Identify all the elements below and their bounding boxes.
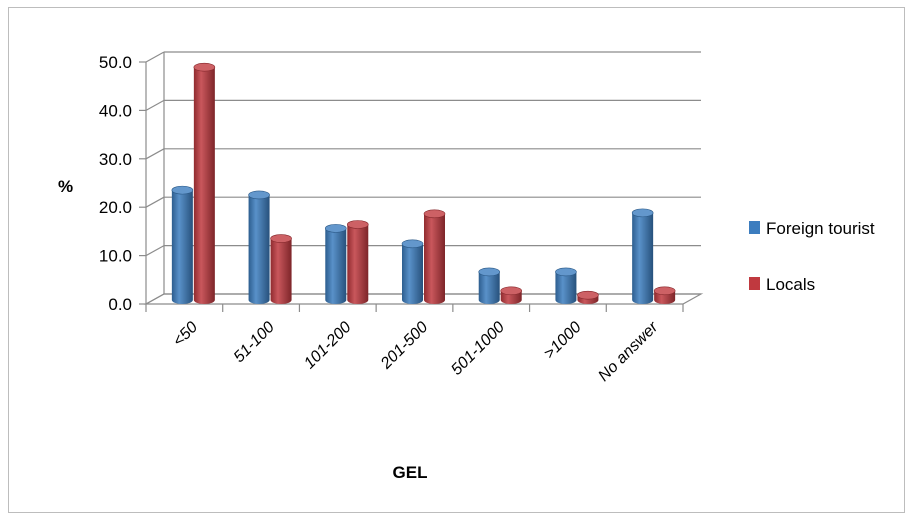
chart-frame: [8, 7, 905, 513]
y-tick-label: 0.0: [108, 295, 132, 314]
bar-body: [347, 224, 369, 304]
bar-top: [270, 234, 292, 243]
bar-body: [325, 228, 347, 304]
bar-top: [171, 185, 194, 195]
bar: [248, 190, 270, 304]
bar-body: [171, 190, 193, 304]
bar: [653, 286, 676, 304]
bar-top: [193, 62, 216, 72]
bar-top: [500, 286, 523, 296]
bar-body: [248, 194, 270, 304]
y-tick-label: 50.0: [99, 53, 132, 72]
x-axis-title: GEL: [393, 463, 428, 482]
bar-top: [478, 267, 501, 277]
y-axis-title: %: [58, 177, 73, 196]
bar-top: [555, 267, 577, 277]
bar-top: [324, 224, 347, 233]
bar-top: [423, 209, 446, 219]
bar: [324, 224, 347, 304]
bar: [500, 286, 523, 304]
bar: [401, 239, 424, 304]
bar: [631, 208, 654, 304]
bar-body: [193, 67, 215, 304]
bar: [171, 185, 194, 304]
legend-label: Foreign tourist: [766, 219, 875, 238]
bar: [555, 267, 577, 304]
side-gridline: [145, 245, 165, 257]
x-tick-label: >1000: [541, 319, 585, 363]
legend: Foreign tourist Locals: [749, 219, 875, 294]
bar-body: [424, 213, 445, 304]
chart-walls: [139, 52, 704, 312]
legend-label: Locals: [766, 275, 815, 294]
chart-floor: [143, 293, 704, 305]
bar-top: [401, 239, 424, 249]
gridlines: [145, 51, 701, 305]
bars: [171, 62, 676, 304]
legend-swatch: [749, 221, 760, 234]
y-tick-label: 30.0: [99, 150, 132, 169]
bar-top: [631, 208, 654, 218]
y-tick-label: 40.0: [99, 101, 132, 120]
bar: [423, 209, 446, 304]
bar-body: [555, 271, 577, 304]
bar: [346, 220, 369, 304]
x-tick-label: No answer: [595, 318, 662, 385]
bar: [478, 267, 501, 304]
bar: [577, 290, 599, 304]
bar: [270, 234, 292, 304]
bar-top: [346, 220, 369, 229]
y-tick-label: 10.0: [99, 247, 132, 266]
bar-body: [632, 212, 654, 304]
side-gridline: [145, 148, 165, 160]
bar-body: [478, 271, 500, 304]
x-tick-label: 501-1000: [448, 319, 508, 379]
y-tick-labels: 0.0 10.0 20.0 30.0 40.0 50.0: [99, 53, 132, 314]
side-gridline: [145, 99, 165, 111]
x-tick-label: <50: [170, 319, 201, 350]
side-gridline: [145, 196, 165, 208]
side-gridline: [145, 51, 165, 63]
x-tick-labels: <50 51-100 101-200 201-500 501-1000 >1000 No a…: [170, 318, 662, 385]
legend-swatch: [749, 277, 760, 290]
y-tick-label: 20.0: [99, 198, 132, 217]
bar-top: [577, 290, 599, 300]
x-tick-label: 101-200: [301, 319, 355, 373]
bar-top: [248, 190, 270, 200]
bar-body: [270, 238, 292, 304]
x-tick-label: 201-500: [377, 319, 431, 373]
bar-body: [402, 243, 423, 304]
bar-top: [653, 286, 676, 296]
x-tick-label: 51-100: [231, 319, 278, 366]
bar: [193, 62, 216, 304]
